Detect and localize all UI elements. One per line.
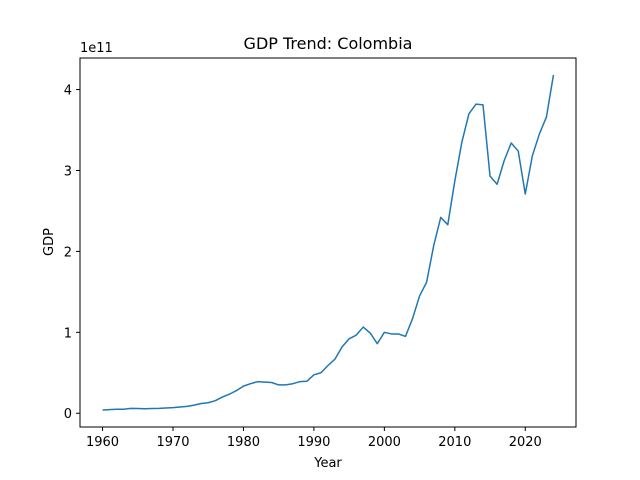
y-axis-offset-label: 1e11 xyxy=(80,41,113,56)
chart-title: GDP Trend: Colombia xyxy=(244,34,413,53)
plot-area: 1960 1970 1980 1990 2000 2010 2020 0 1 2 3 4 xyxy=(64,74,555,450)
y-tick-label: 4 xyxy=(64,84,72,99)
y-tick-label: 3 xyxy=(64,164,72,179)
y-axis-label: GDP xyxy=(42,228,57,256)
x-tick-label: 2000 xyxy=(368,435,401,450)
y-tick-label: 1 xyxy=(64,326,72,341)
y-tick-label: 2 xyxy=(64,245,72,260)
x-tick-label: 1990 xyxy=(297,435,330,450)
x-tick-label: 1980 xyxy=(227,435,260,450)
x-axis-label: Year xyxy=(313,456,342,471)
y-tick-label: 0 xyxy=(64,407,72,422)
gdp-series-line xyxy=(102,74,555,411)
x-tick-label: 2010 xyxy=(438,435,471,450)
x-tick-label: 1970 xyxy=(156,435,189,450)
x-tick-label: 2020 xyxy=(509,435,542,450)
x-tick-label: 1960 xyxy=(86,435,119,450)
plot-frame xyxy=(79,57,577,428)
